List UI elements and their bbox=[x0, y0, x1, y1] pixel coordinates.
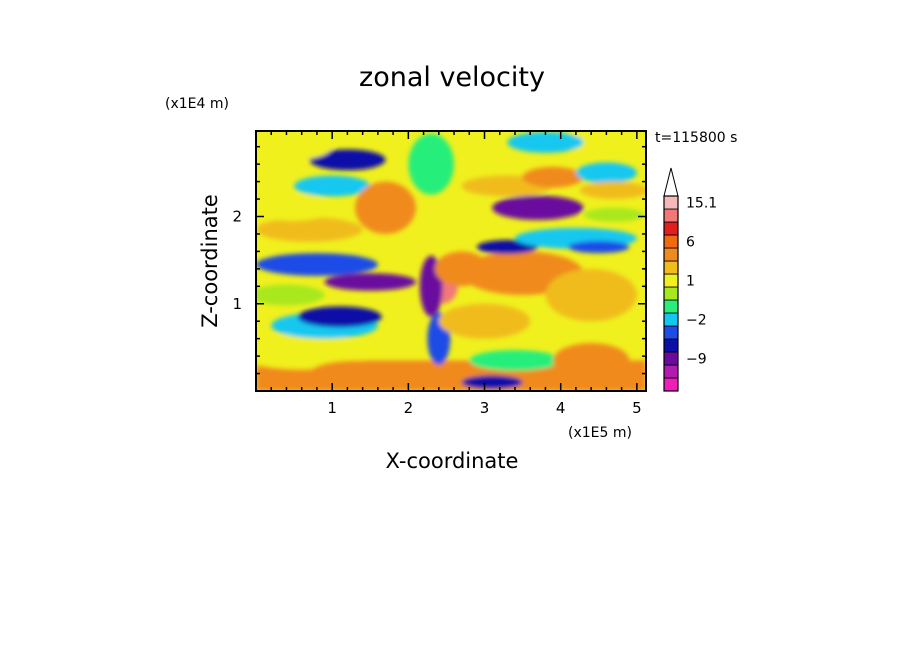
colorbar-segment bbox=[663, 299, 679, 314]
colorbar-tick-label: 15.1 bbox=[686, 196, 717, 212]
colorbar-segment bbox=[663, 377, 679, 392]
field-region-1 bbox=[256, 334, 371, 370]
velocity-field bbox=[256, 131, 646, 391]
colorbar-tick-label: 6 bbox=[686, 235, 695, 251]
colorbar-segment bbox=[663, 312, 679, 327]
colorbar-tick-label: −2 bbox=[686, 313, 707, 329]
y-unit-label: (x1E4 m) bbox=[165, 96, 229, 112]
field-region-12 bbox=[256, 133, 333, 160]
field-region-13 bbox=[355, 181, 416, 234]
field-region-21 bbox=[438, 303, 531, 339]
field-region-24 bbox=[553, 343, 630, 378]
colorbar-segment bbox=[663, 260, 679, 275]
colorbar-segment bbox=[663, 273, 679, 288]
field-region-32 bbox=[579, 181, 646, 200]
field-region-27 bbox=[568, 240, 630, 254]
colorbar-segment bbox=[663, 195, 679, 210]
colorbar-segment bbox=[663, 221, 679, 236]
field-region-2 bbox=[309, 360, 401, 387]
field-region-10 bbox=[294, 175, 371, 197]
field-region-31 bbox=[575, 162, 637, 184]
colorbar: 15.1 6 1 −2 −9 bbox=[663, 167, 717, 392]
plot-frame bbox=[255, 130, 647, 392]
x-tick-label: 3 bbox=[480, 399, 490, 417]
colorbar-frame bbox=[663, 195, 679, 392]
colorbar-tick-label: 1 bbox=[686, 274, 695, 290]
field-region-9 bbox=[256, 194, 333, 221]
x-tick-label: 5 bbox=[632, 399, 642, 417]
field-region-5 bbox=[256, 284, 325, 306]
field-region-30 bbox=[522, 166, 584, 188]
field-region-34 bbox=[507, 131, 584, 153]
colorbar-segment bbox=[663, 247, 679, 262]
field-region-22 bbox=[469, 349, 561, 371]
colorbar-tick-label: −9 bbox=[686, 352, 707, 368]
field-region-28 bbox=[492, 195, 584, 220]
colorbar-segment bbox=[663, 325, 679, 340]
colorbar-segment bbox=[663, 364, 679, 379]
field-region-8 bbox=[256, 217, 363, 242]
x-axis-label: X-coordinate bbox=[386, 449, 519, 473]
colorbar-segment bbox=[663, 338, 679, 353]
field-region-6 bbox=[256, 253, 378, 276]
field-region-7 bbox=[324, 273, 416, 291]
x-tick-label: 4 bbox=[556, 399, 566, 417]
field-region-35 bbox=[583, 207, 645, 222]
colorbar-segment bbox=[663, 286, 679, 301]
colorbar-segment bbox=[663, 351, 679, 366]
field-region-4 bbox=[297, 306, 382, 328]
field-region-11 bbox=[309, 149, 386, 171]
axis-ticks: 1 2 3 4 5 1 2 bbox=[232, 131, 646, 417]
field-region-25 bbox=[476, 240, 538, 255]
y-tick-label: 1 bbox=[232, 295, 242, 313]
field-region-20 bbox=[545, 268, 637, 322]
x-tick-label: 2 bbox=[404, 399, 414, 417]
chart-title: zonal velocity bbox=[359, 62, 545, 93]
colorbar-extend-arrow bbox=[663, 167, 679, 197]
colorbar-segment bbox=[663, 208, 679, 223]
y-tick-label: 2 bbox=[232, 208, 242, 226]
field-region-23 bbox=[461, 375, 523, 390]
y-axis-label: Z-coordinate bbox=[198, 194, 222, 328]
x-unit-label: (x1E5 m) bbox=[568, 425, 632, 441]
x-tick-label: 1 bbox=[327, 399, 337, 417]
field-region-14 bbox=[408, 133, 455, 195]
time-label: t=115800 s bbox=[655, 130, 737, 146]
colorbar-segment bbox=[663, 234, 679, 249]
